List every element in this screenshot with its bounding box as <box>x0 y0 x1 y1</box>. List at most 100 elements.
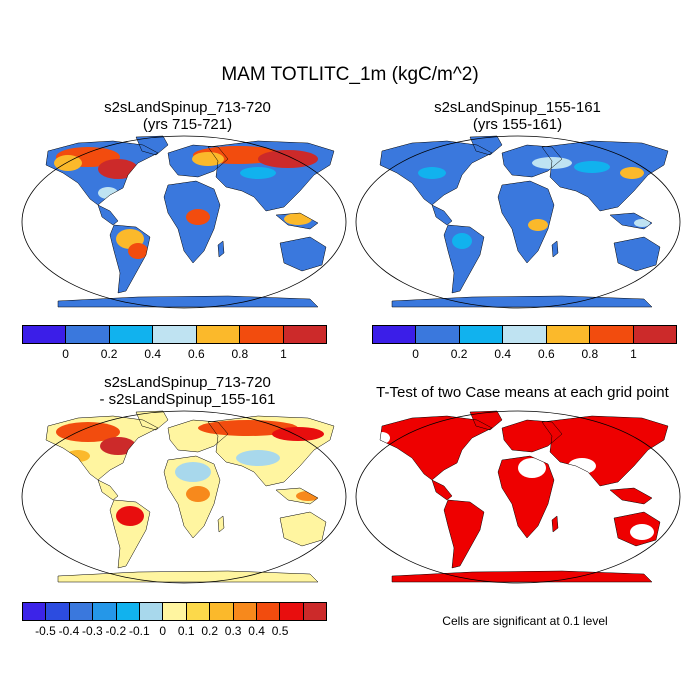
map-border <box>355 135 681 309</box>
coast-africa <box>163 455 221 539</box>
litter-patch <box>128 243 148 259</box>
coast-australia <box>613 511 661 547</box>
land-antarctica <box>392 571 652 582</box>
litter-patch <box>528 219 548 231</box>
colorbar-tick-label: -0.1 <box>128 624 150 638</box>
colorbar-tick-label: 1 <box>630 347 637 361</box>
difference-patch <box>100 437 136 455</box>
land-australia <box>280 237 326 271</box>
colorbar-difference-labels: -0.5 -0.4 -0.3 -0.2 -0.1 0 0.1 0.2 0.3 0.4 0.5 <box>22 624 327 638</box>
colorbar-swatch <box>233 603 257 620</box>
coast-asia <box>207 415 335 487</box>
nonsignificant-patch <box>380 432 390 444</box>
coast-africa <box>163 180 221 264</box>
coastlines <box>379 410 669 583</box>
land-asia <box>542 416 668 486</box>
coast-australia <box>279 511 327 547</box>
map-ttest <box>355 410 681 584</box>
coast-australia <box>613 236 661 272</box>
colorbar-tick-label: -0.4 <box>58 624 80 638</box>
colorbar-swatch <box>186 603 211 620</box>
litter-patch <box>240 167 276 179</box>
colorbar-tick-label: -0.5 <box>35 624 56 638</box>
coast-madagascar <box>551 240 559 258</box>
litter-patch <box>574 161 610 173</box>
land-greenland <box>470 136 502 155</box>
colorbar-tick-label: 0.1 <box>177 624 195 638</box>
land-asia <box>542 141 668 211</box>
coast-camerica <box>431 204 453 226</box>
land-camerica <box>432 205 452 225</box>
land-camerica <box>432 480 452 500</box>
land-greenland <box>136 411 168 430</box>
land-namerica <box>380 416 492 480</box>
coast-samerica <box>443 499 485 569</box>
map-border <box>21 410 347 584</box>
coast-australia <box>279 236 327 272</box>
coast-seasia <box>275 487 319 505</box>
coast-samerica <box>109 224 151 294</box>
map-case2 <box>355 135 681 309</box>
difference-patch <box>198 420 298 436</box>
land-camerica <box>98 480 118 500</box>
colorbar-tick-label: 0.6 <box>537 347 555 361</box>
colorbar-case2 <box>372 325 677 344</box>
coast-camerica <box>431 479 453 501</box>
difference-patch <box>289 520 317 536</box>
litter-patch <box>186 209 210 225</box>
coast-asia <box>541 415 669 487</box>
coast-asia <box>541 140 669 212</box>
colorbar-tick-label: 0.4 <box>248 624 265 638</box>
coast-madagascar <box>551 515 559 533</box>
panel-title-3: s2sLandSpinup_713-720 - s2sLandSpinup_15… <box>99 374 276 408</box>
difference-patch <box>186 486 210 502</box>
colorbar-swatch <box>109 326 154 343</box>
litter-patch <box>54 155 82 171</box>
litter-patch <box>98 159 138 179</box>
land-africa <box>498 456 554 538</box>
colorbar-swatch <box>23 603 47 620</box>
colorbar-tick-label: 0.3 <box>224 624 242 638</box>
colorbar-tick-label: -0.2 <box>105 624 127 638</box>
coast-camerica <box>97 204 119 226</box>
colorbar-swatch <box>163 603 187 620</box>
colorbar-swatch <box>633 326 676 343</box>
map-case1 <box>21 135 347 309</box>
coast-samerica <box>109 499 151 569</box>
litter-patch <box>192 152 224 166</box>
coast-madagascar <box>217 240 225 258</box>
colorbar-swatch <box>303 603 327 620</box>
litter-patch <box>620 167 644 179</box>
coast-antarctica <box>57 295 319 308</box>
coast-asia <box>207 140 335 212</box>
land-africa <box>498 181 554 263</box>
colorbar-tick-label: 0 <box>412 347 419 361</box>
land-greenland <box>136 136 168 155</box>
coast-samerica <box>443 224 485 294</box>
colorbar-difference <box>22 602 327 621</box>
land-greenland <box>470 411 502 430</box>
litter-patch <box>258 150 318 168</box>
litter-patch <box>452 233 472 249</box>
coast-seasia <box>609 212 653 230</box>
map-difference <box>21 410 347 584</box>
land-madagascar <box>218 516 224 532</box>
map-border <box>355 410 681 584</box>
difference-patch <box>56 422 120 442</box>
land-layer <box>380 411 668 582</box>
colorbar-tick-label: 0 <box>62 347 69 361</box>
colorbar-swatch <box>93 603 117 620</box>
map-border <box>21 135 347 309</box>
colorbar-swatch <box>116 603 140 620</box>
coast-camerica <box>97 479 119 501</box>
land-samerica <box>444 500 484 568</box>
colorbar-swatch <box>503 326 547 343</box>
colorbar-swatch <box>196 326 241 343</box>
colorbar-swatch <box>153 326 197 343</box>
colorbar-swatch <box>416 326 460 343</box>
colorbar-tick-label: 1 <box>280 347 287 361</box>
coast-europe <box>167 419 229 453</box>
overlay-layer <box>380 432 654 566</box>
colorbar-tick-label: 0.5 <box>271 624 289 638</box>
colorbar-swatch <box>240 326 284 343</box>
